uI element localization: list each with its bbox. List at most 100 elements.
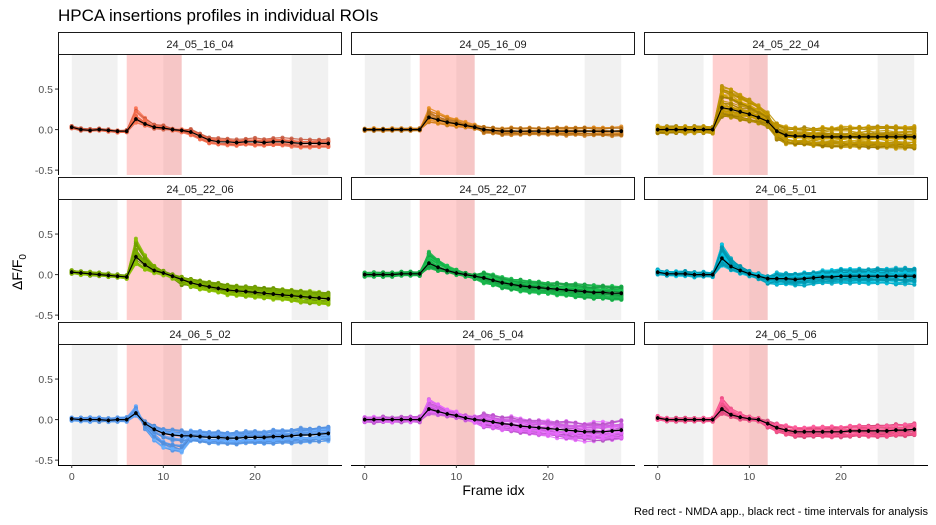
roi-point bbox=[875, 124, 880, 129]
roi-point bbox=[756, 110, 761, 115]
roi-point bbox=[234, 137, 239, 142]
mean-point bbox=[390, 127, 395, 132]
roi-point bbox=[326, 137, 331, 142]
roi-point bbox=[866, 129, 871, 134]
mean-point bbox=[775, 129, 779, 133]
mean-point bbox=[674, 127, 678, 132]
roi-point bbox=[765, 124, 770, 129]
y-tick-label: 0.0 bbox=[38, 270, 53, 282]
roi-point bbox=[188, 284, 193, 289]
roi-point bbox=[747, 99, 752, 104]
mean-point bbox=[518, 284, 523, 288]
mean-point bbox=[317, 296, 321, 300]
roi-point bbox=[875, 140, 880, 145]
mean-point bbox=[848, 135, 852, 139]
mean-point bbox=[857, 135, 862, 139]
panel-strip-label: 24_05_22_06 bbox=[166, 184, 233, 196]
mean-point bbox=[765, 119, 770, 124]
mean-point bbox=[463, 123, 468, 128]
roi-point bbox=[564, 131, 569, 136]
roi-point bbox=[857, 125, 862, 130]
mean-point bbox=[601, 129, 605, 133]
panel-strip-label: 24_05_16_04 bbox=[166, 39, 233, 51]
roi-point bbox=[536, 281, 541, 286]
y-tick-label: 0.5 bbox=[38, 229, 53, 241]
mean-point bbox=[234, 140, 239, 145]
mean-point bbox=[527, 285, 532, 289]
roi-point bbox=[207, 135, 212, 140]
analysis-interval-rect bbox=[877, 55, 915, 175]
mean-point bbox=[820, 135, 825, 139]
panel-24_05_16_09: 24_05_16_09 bbox=[351, 32, 635, 175]
analysis-interval-rect bbox=[657, 200, 704, 320]
roi-point bbox=[774, 132, 779, 137]
roi-point bbox=[527, 289, 532, 294]
analysis-interval-rect bbox=[657, 55, 704, 175]
roi-point bbox=[326, 300, 331, 305]
mean-point bbox=[134, 254, 138, 259]
roi-point bbox=[802, 137, 807, 142]
mean-point bbox=[115, 129, 120, 133]
roi-point bbox=[619, 285, 624, 290]
panel-strip bbox=[351, 32, 635, 55]
roi-point bbox=[518, 126, 523, 131]
roi-point bbox=[591, 285, 596, 290]
mean-point bbox=[271, 140, 276, 144]
mean-point bbox=[79, 127, 83, 132]
mean-point bbox=[124, 129, 129, 133]
roi-point bbox=[207, 141, 212, 146]
mean-point bbox=[537, 129, 541, 133]
mean-point bbox=[537, 285, 541, 290]
mean-point bbox=[885, 135, 889, 139]
panel-24_06_5_01: 24_06_5_01 bbox=[644, 177, 928, 320]
mean-point bbox=[564, 129, 569, 133]
mean-point bbox=[143, 263, 147, 267]
roi-point bbox=[610, 285, 615, 290]
mean-point bbox=[289, 140, 294, 145]
panel-strip bbox=[58, 32, 342, 55]
mean-point bbox=[69, 270, 74, 275]
roi-point bbox=[555, 291, 560, 296]
roi-point bbox=[893, 124, 898, 129]
mean-point bbox=[811, 135, 816, 139]
roi-point bbox=[839, 125, 843, 130]
roi-point bbox=[811, 140, 816, 145]
roi-point bbox=[262, 137, 267, 142]
mean-point bbox=[262, 291, 266, 296]
roi-point bbox=[280, 135, 285, 140]
mean-point bbox=[619, 129, 624, 133]
roi-point bbox=[912, 129, 917, 134]
roi-point bbox=[793, 125, 798, 130]
roi-point bbox=[481, 271, 486, 276]
roi-point bbox=[619, 295, 624, 300]
mean-point bbox=[308, 141, 312, 146]
mean-point bbox=[362, 127, 367, 132]
mean-point bbox=[299, 141, 303, 146]
mean-point bbox=[720, 105, 724, 110]
mean-point bbox=[601, 290, 605, 295]
mean-point bbox=[445, 268, 450, 273]
roi-point bbox=[555, 126, 560, 130]
roi-point bbox=[298, 137, 303, 142]
mean-point bbox=[97, 272, 101, 277]
roi-point bbox=[198, 137, 202, 142]
roi-point bbox=[198, 131, 202, 136]
roi-point bbox=[875, 132, 880, 136]
mean-point bbox=[362, 272, 367, 277]
mean-point bbox=[271, 292, 276, 296]
roi-point bbox=[839, 128, 843, 133]
roi-point bbox=[884, 141, 889, 146]
roi-point bbox=[317, 292, 322, 297]
mean-point bbox=[555, 129, 559, 133]
roi-point bbox=[701, 130, 706, 135]
mean-point bbox=[399, 272, 404, 276]
mean-point bbox=[463, 272, 468, 277]
mean-point bbox=[299, 294, 303, 299]
roi-point bbox=[564, 282, 569, 287]
mean-point bbox=[500, 280, 505, 285]
analysis-interval-rect bbox=[163, 200, 182, 320]
mean-point bbox=[88, 272, 92, 276]
roi-point bbox=[719, 95, 724, 100]
roi-point bbox=[298, 145, 303, 150]
mean-point bbox=[610, 291, 614, 296]
